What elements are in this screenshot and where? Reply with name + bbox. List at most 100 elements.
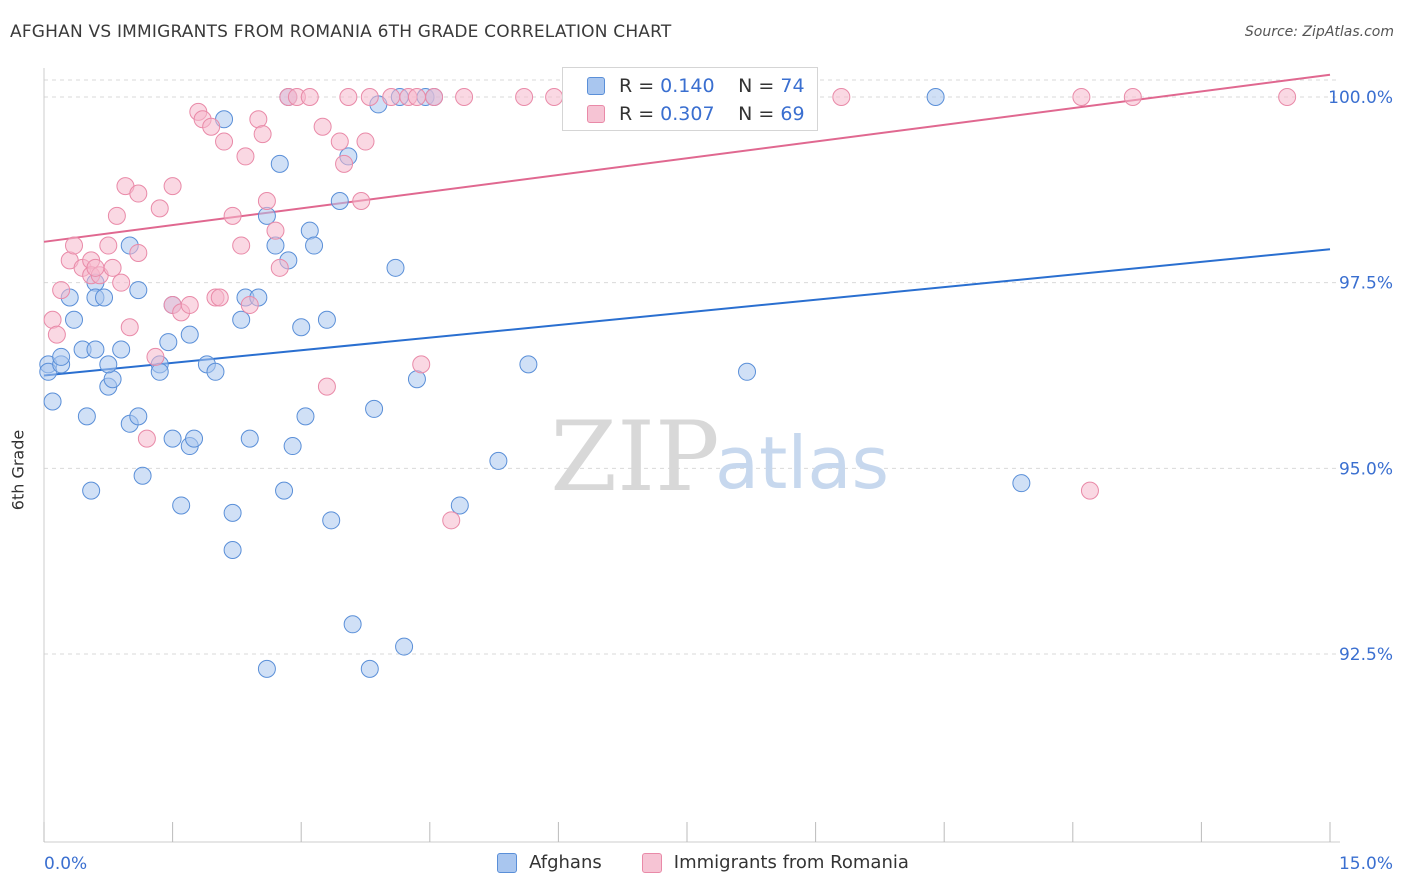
afghans-point: [223, 541, 242, 560]
afghans-point: [103, 370, 122, 389]
romania-point: [360, 88, 379, 106]
romania-point: [407, 88, 426, 106]
romania-point: [99, 236, 118, 255]
watermark-atlas: atlas: [715, 421, 889, 505]
watermark-zip: ZIP: [550, 401, 719, 513]
r-label: R =: [619, 75, 655, 97]
romania-point: [202, 117, 221, 136]
afghans-legend-swatch: [497, 852, 518, 873]
romania-point: [210, 288, 229, 307]
legend-row-afghans: R = 0.140 N = 74: [587, 72, 805, 100]
romania-point: [43, 310, 62, 329]
data-points: [39, 88, 1297, 678]
romania-point: [335, 154, 354, 173]
y-axis-title: 6th Grade: [8, 429, 28, 511]
afghans-point: [232, 310, 251, 329]
y-tick-label: 97.5%: [1339, 274, 1393, 294]
romania-point: [270, 258, 289, 277]
romania-point: [52, 281, 71, 300]
legend-item-romania[interactable]: Immigrants from Romania: [641, 852, 909, 873]
series-legend: Afghans Immigrants from Romania: [0, 852, 1406, 873]
x-tick-label: 0.0%: [44, 854, 87, 874]
y-tick-label: 100.0%: [1328, 88, 1393, 108]
romania-point: [86, 258, 105, 277]
source-label: Source: ZipAtlas.com: [1244, 24, 1394, 40]
legend-label-romania: Immigrants from Romania: [673, 852, 909, 873]
correlation-legend: R = 0.140 N = 74 R = 0.307 N = 69: [562, 67, 818, 131]
afghans-point: [450, 496, 469, 515]
romania-point: [223, 206, 242, 225]
afghans-point: [99, 355, 118, 374]
afghans-point: [296, 407, 315, 426]
romania-point: [313, 117, 332, 136]
afghans-point: [112, 340, 131, 359]
afghans-point: [926, 88, 945, 106]
romania-point: [1080, 481, 1099, 500]
romania-point: [257, 191, 276, 210]
afghans-point: [52, 347, 71, 366]
afghans-point: [283, 437, 302, 456]
afghans-point: [206, 362, 225, 381]
r-value: 0.140: [660, 75, 715, 97]
romania-point: [412, 355, 431, 374]
afghans-point: [365, 399, 384, 418]
romania-point: [356, 132, 375, 151]
legend-row-romania: R = 0.307 N = 69: [587, 100, 805, 128]
afghans-point: [519, 355, 538, 374]
n-label: N =: [738, 103, 775, 125]
afghans-point: [489, 451, 508, 470]
afghans-point: [330, 191, 349, 210]
romania-point: [442, 511, 461, 530]
romania-point: [215, 132, 234, 151]
afghans-point: [133, 466, 152, 485]
afghans-point: [150, 362, 169, 381]
romania-point: [545, 88, 564, 106]
legend-label-afghans: Afghans: [529, 852, 602, 873]
romania-point: [1123, 88, 1142, 106]
romania-point: [150, 199, 169, 218]
afghans-point: [300, 221, 319, 240]
romania-legend-swatch: [641, 852, 662, 873]
romania-point: [455, 88, 474, 106]
romania-point: [120, 318, 139, 337]
romania-point: [339, 88, 358, 106]
x-tick-label: 15.0%: [1339, 854, 1393, 874]
afghans-point: [257, 659, 276, 678]
legend-item-afghans[interactable]: Afghans: [497, 852, 602, 873]
tick-labels: 92.5% 95.0% 97.5% 100.0% 0.0% 15.0%: [44, 88, 1393, 874]
afghans-point: [77, 407, 96, 426]
n-value: 74: [780, 75, 805, 97]
romania-point: [515, 88, 534, 106]
romania-point: [180, 295, 199, 314]
romania-point: [112, 273, 131, 292]
romania-point: [65, 236, 84, 255]
romania-point: [240, 295, 259, 314]
afghans-point: [129, 281, 148, 300]
gridlines: [44, 79, 1340, 655]
afghans-point: [65, 310, 84, 329]
afghans-point: [305, 236, 324, 255]
n-label: N =: [738, 75, 775, 97]
romania-point: [129, 243, 148, 262]
romania-point: [236, 147, 255, 166]
afghans-point: [322, 511, 341, 530]
afghans-point: [163, 429, 182, 448]
romania-point: [300, 88, 319, 106]
afghans-point: [95, 288, 114, 307]
n-value: 69: [780, 103, 805, 125]
afghans-point: [159, 333, 178, 352]
afghans-point: [317, 310, 336, 329]
afghans-point: [343, 615, 362, 634]
afghans-point: [270, 154, 289, 173]
romania-point: [832, 88, 851, 106]
romania-point: [266, 221, 285, 240]
afghans-point: [360, 659, 379, 678]
afghans-point: [185, 429, 204, 448]
afghans-point: [86, 340, 105, 359]
romania-point: [1072, 88, 1091, 106]
romania-point: [330, 132, 349, 151]
romania-point: [129, 184, 148, 203]
afghans-point: [172, 496, 191, 515]
afghans-swatch: [587, 77, 605, 95]
